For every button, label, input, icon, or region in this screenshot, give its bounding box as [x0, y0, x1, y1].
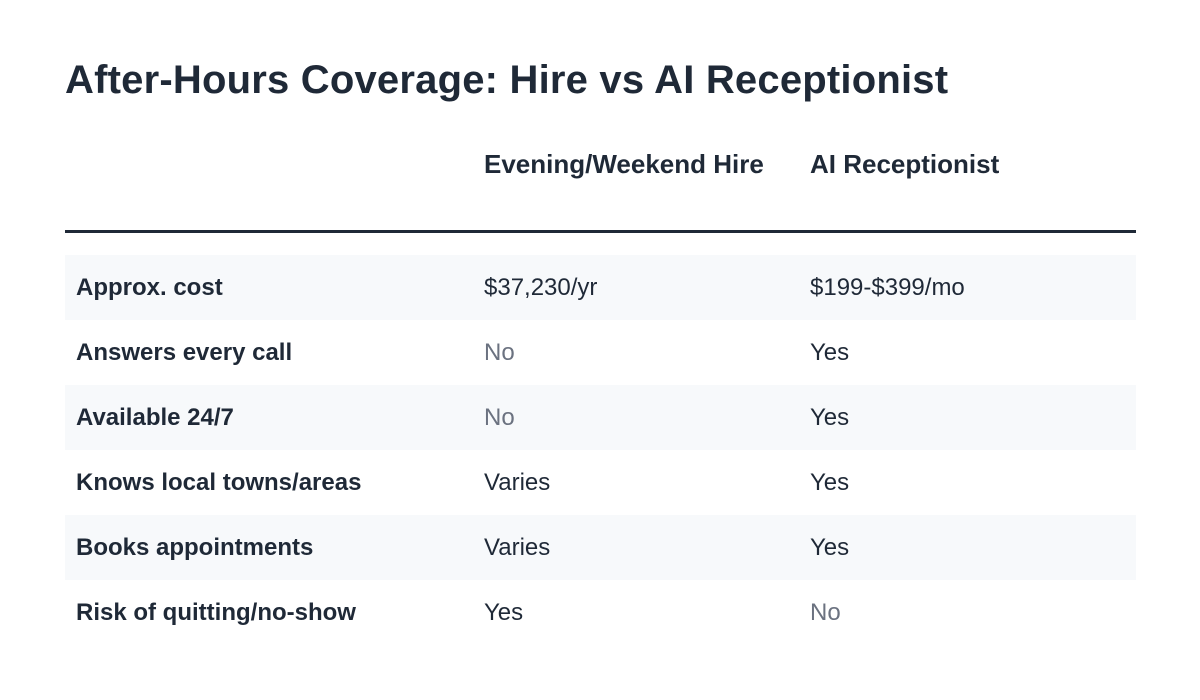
- row-label: Books appointments: [76, 534, 314, 561]
- hire-value: Varies: [484, 534, 551, 561]
- table-row: Approx. cost $37,230/yr $199-$399/mo: [65, 255, 1136, 320]
- table-body: Approx. cost $37,230/yr $199-$399/mo Ans…: [65, 255, 1136, 645]
- row-label: Knows local towns/areas: [76, 469, 362, 496]
- table-row: Knows local towns/areas Varies Yes: [65, 450, 1136, 515]
- row-label: Risk of quitting/no-show: [76, 599, 356, 626]
- table-header-row: Evening/Weekend Hire AI Receptionist: [65, 140, 1136, 233]
- hire-value: $37,230/yr: [484, 274, 598, 301]
- hire-value: Varies: [484, 469, 551, 496]
- hire-value: No: [484, 404, 515, 431]
- ai-value: Yes: [810, 339, 850, 366]
- hire-value: Yes: [484, 599, 524, 626]
- ai-value: Yes: [810, 534, 850, 561]
- row-label: Answers every call: [76, 339, 293, 366]
- header-cell-ai: AI Receptionist: [810, 149, 1000, 179]
- hire-value: No: [484, 339, 515, 366]
- ai-value: Yes: [810, 469, 850, 496]
- ai-value: Yes: [810, 404, 850, 431]
- table-row: Books appointments Varies Yes: [65, 515, 1136, 580]
- ai-value: No: [810, 599, 841, 626]
- ai-value: $199-$399/mo: [810, 274, 965, 301]
- header-cell-hire: Evening/Weekend Hire: [484, 149, 764, 179]
- table-row: Answers every call No Yes: [65, 320, 1136, 385]
- row-label: Available 24/7: [76, 404, 234, 431]
- comparison-table: Evening/Weekend Hire AI Receptionist App…: [65, 140, 1136, 645]
- table-row: Available 24/7 No Yes: [65, 385, 1136, 450]
- page-title: After-Hours Coverage: Hire vs AI Recepti…: [65, 58, 949, 102]
- row-label: Approx. cost: [76, 274, 223, 301]
- table-row: Risk of quitting/no-show Yes No: [65, 580, 1136, 645]
